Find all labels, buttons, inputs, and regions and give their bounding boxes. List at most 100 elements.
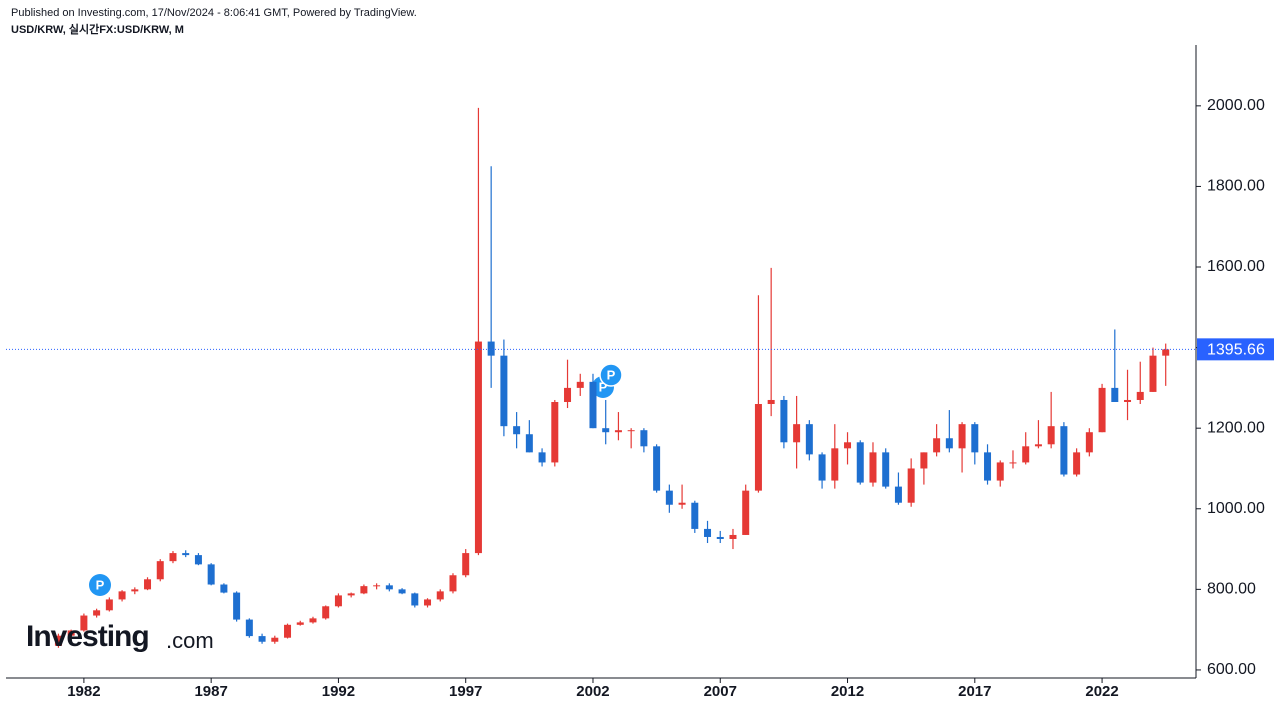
candle-body [373, 585, 381, 587]
last-price-box [1197, 338, 1274, 361]
candle-body [1009, 462, 1017, 464]
candle-body [1047, 426, 1055, 445]
candle-body [347, 593, 355, 596]
published-note: Published on Investing.com, 17/Nov/2024 … [11, 7, 417, 19]
y-tick-label: 1000.00 [1207, 500, 1265, 517]
symbol-title: USD/KRW, 실시간FX:USD/KRW, M [11, 22, 184, 36]
candle-body [665, 490, 673, 505]
candle-body [729, 534, 737, 539]
candle-body [385, 585, 393, 590]
candle-body [1060, 426, 1068, 475]
candle-body [424, 599, 432, 606]
candle-body [996, 462, 1004, 481]
candle-body [462, 553, 470, 576]
x-tick-label: 1982 [67, 683, 100, 700]
logo: Investing .com [26, 620, 214, 653]
x-tick-label: 1992 [322, 683, 355, 700]
candle-body [1098, 387, 1106, 433]
candle-body [754, 404, 762, 491]
candle-body [513, 426, 521, 435]
candle-body [258, 636, 266, 642]
candle-body [436, 591, 444, 600]
candle-body [1136, 391, 1144, 400]
candle-body [640, 430, 648, 447]
candle-body [602, 428, 610, 433]
candle-body [182, 553, 190, 556]
candle-body [1124, 399, 1132, 402]
y-tick-label: 800.00 [1207, 581, 1256, 598]
x-tick-label: 2012 [831, 683, 864, 700]
x-tick-label: 1997 [449, 683, 482, 700]
y-tick-label: 1600.00 [1207, 258, 1265, 275]
candle-body [67, 630, 75, 636]
y-tick-label: 2000.00 [1207, 97, 1265, 114]
candle-body [716, 536, 724, 539]
candle-body [704, 528, 712, 537]
candle-body [449, 575, 457, 592]
candle-body [245, 619, 253, 637]
candle-body [920, 452, 928, 469]
candle-body [54, 635, 62, 646]
candle-body [1034, 444, 1042, 447]
candle-body [589, 381, 597, 429]
svg-text:P: P [96, 577, 105, 592]
candle-body [93, 610, 101, 616]
candle-body [844, 442, 852, 449]
candle-body [1149, 355, 1157, 392]
candle-body [742, 490, 750, 535]
p-markers: P P P [89, 363, 623, 596]
candle-body [907, 468, 915, 503]
logo-suffix: .com [166, 628, 214, 653]
candle-body [271, 637, 279, 642]
y-tick-label: 1200.00 [1207, 419, 1265, 436]
candle-body [793, 424, 801, 443]
candle-body [551, 401, 559, 463]
candle-body [80, 615, 88, 631]
x-tick-label: 2022 [1085, 683, 1118, 700]
candle-body [233, 592, 241, 620]
candle-body [411, 593, 419, 606]
candle-body [398, 589, 406, 594]
y-tick-label: 1800.00 [1207, 178, 1265, 195]
candle-body [131, 589, 139, 592]
candle-body [220, 584, 228, 593]
candle-body [144, 579, 152, 590]
y-tick-label: 600.00 [1207, 661, 1256, 678]
candle-body [564, 387, 572, 402]
candle-body [207, 564, 215, 585]
candle-body [869, 452, 877, 483]
candle-body [1111, 387, 1119, 402]
candle-body [322, 606, 330, 619]
candle-body [958, 424, 966, 449]
candle-body [169, 553, 177, 562]
svg-text:P: P [599, 379, 608, 394]
candle-body [945, 438, 953, 449]
candle-body [831, 448, 839, 481]
candle-body [156, 561, 164, 580]
last-price-label: 1395.66 [1207, 342, 1265, 359]
x-tick-label: 1987 [194, 683, 227, 700]
candle-body [118, 591, 126, 600]
candle-body [653, 446, 661, 491]
candle-body [614, 430, 622, 433]
candle-body [894, 486, 902, 503]
x-tick-label: 2007 [704, 683, 737, 700]
candle-body [856, 442, 864, 483]
logo-name: Investing [26, 620, 149, 653]
candle-body [296, 622, 304, 625]
x-tick-label: 2017 [958, 683, 991, 700]
candle-body [284, 624, 292, 638]
candle-body [691, 502, 699, 529]
candle-body [780, 399, 788, 443]
candle-body [1022, 446, 1030, 463]
candle-body [309, 618, 317, 623]
candle-body [500, 355, 508, 427]
candle-body [194, 555, 202, 565]
candle-body [474, 341, 482, 554]
candle-body [487, 341, 495, 356]
candle-body [882, 452, 890, 487]
candle-body [984, 452, 992, 481]
x-tick-label: 2002 [576, 683, 609, 700]
